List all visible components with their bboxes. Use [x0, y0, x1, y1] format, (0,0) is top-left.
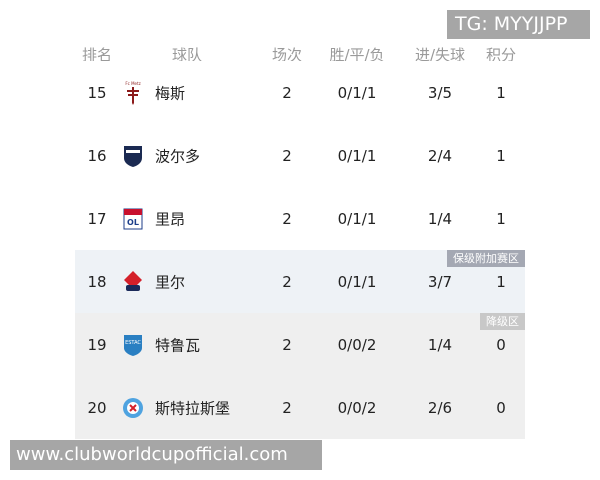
goals: 2/6: [427, 398, 453, 417]
wdl: 0/0/2: [337, 398, 377, 417]
svg-text:OL: OL: [127, 218, 139, 227]
wdl: 0/1/1: [337, 209, 377, 228]
played: 2: [282, 146, 292, 165]
goals: 3/5: [427, 83, 453, 102]
goals: 1/4: [427, 209, 453, 228]
rank: 20: [87, 398, 107, 417]
rank: 19: [87, 335, 107, 354]
played: 2: [282, 83, 292, 102]
wdl: 0/1/1: [337, 272, 377, 291]
table-row[interactable]: 15 Fc Metz 梅斯 2 0/1/1 3/5 1: [75, 61, 525, 124]
lille-logo-icon: [122, 270, 144, 294]
table-row[interactable]: 19 ESTAC 特鲁瓦 2 0/0/2 1/4 0 降级区: [75, 313, 525, 376]
team-name[interactable]: 里尔: [155, 273, 186, 291]
header-points: 积分: [485, 46, 517, 64]
goals: 1/4: [427, 335, 453, 354]
wdl: 0/0/2: [337, 335, 377, 354]
site-banner: www.clubworldcupofficial.com: [10, 440, 322, 470]
wdl: 0/1/1: [337, 146, 377, 165]
strasbourg-logo-icon: [122, 396, 144, 420]
bordeaux-logo-icon: [122, 144, 144, 168]
team-name[interactable]: 特鲁瓦: [155, 336, 201, 354]
points: 0: [496, 335, 506, 354]
header-wdl: 胜/平/负: [329, 46, 385, 64]
rank: 16: [87, 146, 107, 165]
rank: 17: [87, 209, 107, 228]
header-played: 场次: [271, 46, 303, 64]
team-name[interactable]: 斯特拉斯堡: [155, 399, 231, 417]
goals: 2/4: [427, 146, 453, 165]
svg-text:Fc Metz: Fc Metz: [125, 81, 140, 86]
points: 1: [496, 146, 506, 165]
team-name[interactable]: 梅斯: [155, 84, 186, 102]
rank: 15: [87, 83, 107, 102]
zone-tag: 降级区: [480, 313, 525, 330]
metz-logo-icon: Fc Metz: [122, 81, 144, 105]
header-rank: 排名: [81, 46, 113, 64]
played: 2: [282, 398, 292, 417]
troyes-logo-icon: ESTAC: [122, 333, 144, 357]
header-goals: 进/失球: [414, 46, 466, 64]
points: 1: [496, 272, 506, 291]
team-name[interactable]: 里昂: [155, 210, 186, 228]
goals: 3/7: [427, 272, 453, 291]
zone-tag: 保级附加赛区: [447, 250, 525, 267]
table-row[interactable]: 20 斯特拉斯堡 2 0/0/2 2/6 0: [75, 376, 525, 439]
table-row[interactable]: 18 里尔 2 0/1/1 3/7 1 保级附加赛区: [75, 250, 525, 313]
played: 2: [282, 209, 292, 228]
tg-watermark: TG: MYYJJPP: [447, 10, 590, 39]
table-row[interactable]: 16 波尔多 2 0/1/1 2/4 1: [75, 124, 525, 187]
points: 0: [496, 398, 506, 417]
wdl: 0/1/1: [337, 83, 377, 102]
played: 2: [282, 272, 292, 291]
team-name[interactable]: 波尔多: [155, 147, 201, 165]
rank: 18: [87, 272, 107, 291]
points: 1: [496, 209, 506, 228]
lyon-logo-icon: OL: [122, 207, 144, 231]
svg-text:ESTAC: ESTAC: [125, 340, 141, 346]
played: 2: [282, 335, 292, 354]
table-row[interactable]: 17 OL 里昂 2 0/1/1 1/4 1: [75, 187, 525, 250]
points: 1: [496, 83, 506, 102]
table-header: 排名 球队 场次 胜/平/负 进/失球 积分: [0, 44, 600, 68]
header-team: 球队: [171, 46, 203, 64]
